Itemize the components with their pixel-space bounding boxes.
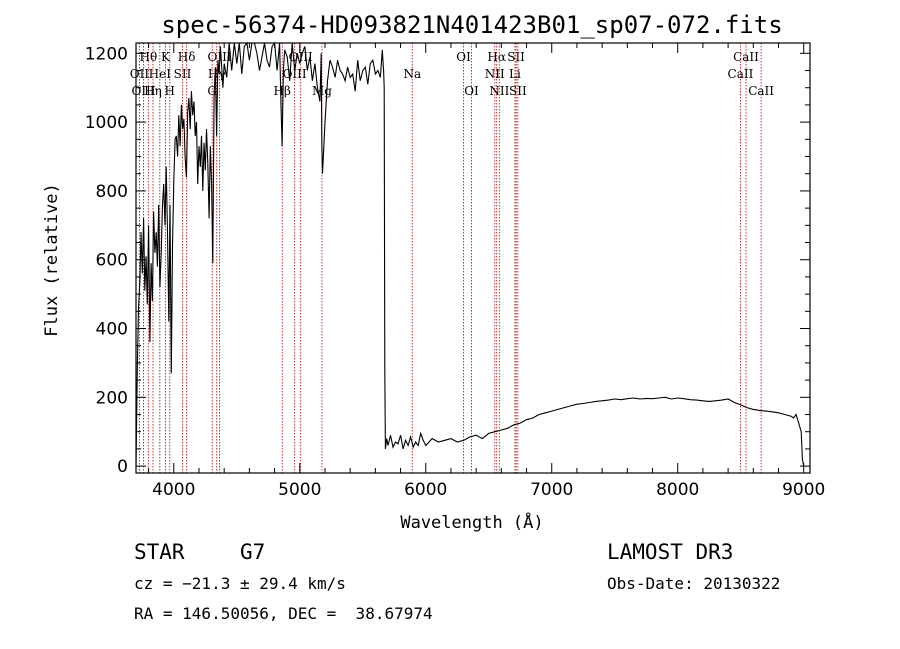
tick-label: 4000	[152, 480, 195, 500]
tick-label: 9000	[782, 480, 825, 500]
line-marker-label: H	[165, 84, 175, 98]
tick-label: 8000	[656, 480, 699, 500]
line-marker-label: G	[207, 84, 217, 98]
line-marker-label: Hη	[144, 84, 162, 98]
line-marker-label: OI	[464, 84, 479, 98]
tick-label: 0	[117, 457, 128, 477]
tick-label: 600	[96, 251, 128, 271]
x-axis-label: Wavelength (Å)	[400, 511, 543, 533]
tick-label: 6000	[404, 480, 447, 500]
line-marker-label: NII	[485, 67, 505, 81]
chart-title: spec-56374-HD093821N401423B01_sp07-072.f…	[161, 11, 782, 39]
tick-label: 1200	[85, 44, 128, 64]
flux-series-line	[135, 41, 805, 467]
line-marker-label: Hδ	[178, 50, 196, 64]
tick-label: 7000	[530, 480, 573, 500]
plot-frame	[135, 42, 811, 474]
line-marker-label: Mg	[312, 84, 332, 98]
observation-date: Obs-Date: 20130322	[607, 574, 781, 593]
tick-label: 5000	[278, 480, 321, 500]
line-marker-label: Hθ	[139, 50, 157, 64]
line-marker-label: Li	[509, 67, 521, 81]
line-marker-label: SII	[174, 67, 192, 81]
tick-label: 400	[96, 320, 128, 340]
tick-label: 800	[96, 182, 128, 202]
line-marker-label: CaII	[728, 67, 754, 81]
survey-name: LAMOST DR3	[607, 540, 734, 564]
redshift-readout: cz = −21.3 ± 29.4 km/s	[134, 574, 346, 593]
axis-ticks: 4000 5000 6000 7000 8000 9000 0 200 400 600 800 100…	[85, 43, 825, 500]
object-class: STAR	[134, 540, 185, 564]
line-marker-label: HeI	[149, 67, 172, 81]
tick-label: 200	[96, 388, 128, 408]
line-marker-label: Hα	[487, 50, 506, 64]
y-axis-label: Flux (relative)	[42, 183, 62, 337]
line-marker-label: Hβ	[274, 84, 291, 98]
line-marker-label: SII	[509, 84, 527, 98]
line-marker-label: OI	[456, 50, 471, 64]
object-subclass: G7	[240, 540, 266, 564]
line-marker-label: CaII	[748, 84, 774, 98]
line-marker-label: Na	[403, 67, 421, 81]
coordinates-readout: RA = 146.50056, DEC = 38.67974	[134, 604, 433, 623]
line-marker-label: OII	[130, 67, 150, 81]
line-marker-label: NII	[489, 84, 509, 98]
tick-label: 1000	[85, 113, 128, 133]
line-marker-label: CaII	[733, 50, 759, 64]
line-marker-label: SII	[507, 50, 525, 64]
line-marker-label: K	[161, 50, 171, 64]
